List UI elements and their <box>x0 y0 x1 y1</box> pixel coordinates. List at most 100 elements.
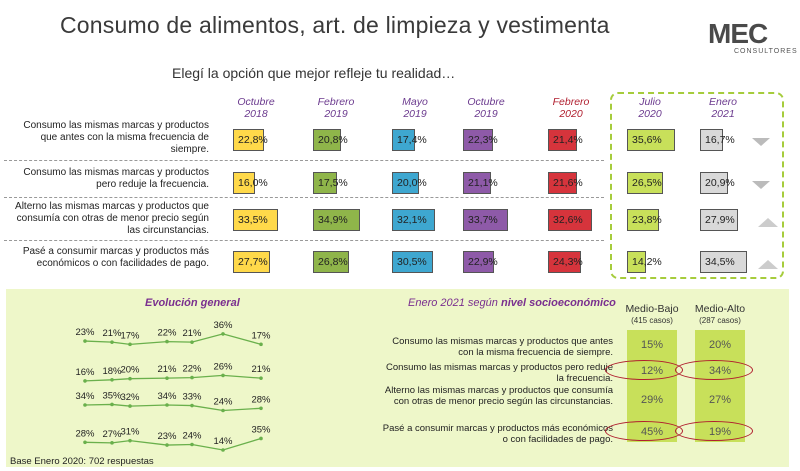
bar-value-label: 20,9% <box>705 177 735 189</box>
segment-value: 15% <box>640 339 664 351</box>
evolution-point-label: 21% <box>182 328 202 339</box>
evolution-point-label: 22% <box>182 364 202 375</box>
bar-mark <box>463 172 491 194</box>
evolution-point-label: 21% <box>157 364 177 375</box>
bar-mark <box>313 209 360 231</box>
segment-column-cases: (415 casos) <box>631 316 673 325</box>
segment-value: 29% <box>640 394 664 406</box>
evolution-point <box>83 379 87 383</box>
segment-title-bold: nivel socioeconómico <box>500 297 616 309</box>
evolution-point-label: 31% <box>120 427 140 438</box>
evolution-point-label: 28% <box>75 428 95 439</box>
evolution-point <box>165 403 169 407</box>
evolution-point-label: 34% <box>157 391 177 402</box>
evolution-point-label: 35% <box>251 424 271 435</box>
bar-mark <box>392 251 433 273</box>
bar-value-label: 33,7% <box>468 214 498 226</box>
evolution-point <box>165 443 169 447</box>
bar-value-label: 16,0% <box>238 177 268 189</box>
bar-value-label: 33,5% <box>238 214 268 226</box>
bar-value-label: 21,4% <box>553 134 583 146</box>
bar-mark <box>313 251 349 273</box>
evolution-point <box>259 436 263 441</box>
bar-value-label: 22,3% <box>468 134 498 146</box>
evolution-point-label: 22% <box>157 328 177 339</box>
recent-periods-highlight <box>610 92 784 279</box>
bar-mark <box>627 251 646 273</box>
highlight-oval <box>605 421 683 441</box>
evolution-point <box>190 403 194 408</box>
bar-mark <box>627 209 659 231</box>
bar-mark <box>548 209 592 231</box>
bar-mark <box>233 209 278 231</box>
evolution-point <box>221 332 225 336</box>
evolution-point <box>110 340 114 344</box>
evolution-point <box>128 438 132 443</box>
bar-mark <box>392 129 415 151</box>
bar-mark <box>313 129 341 151</box>
segment-row-label: Consumo las mismas marcas y productos pe… <box>385 362 613 384</box>
bar-value-label: 35,6% <box>632 134 662 146</box>
segment-column-name: Medio-Bajo <box>625 303 679 315</box>
bar-value-label: 17,4% <box>397 134 427 146</box>
evolution-point <box>259 342 263 347</box>
evolution-point-label: 17% <box>251 330 271 341</box>
column-header: Febrero 2020 <box>552 96 590 120</box>
bar-value-label: 27,9% <box>705 214 735 226</box>
company-logo: MEC CONSULTORES <box>708 18 797 58</box>
bar-mark <box>392 172 419 194</box>
bar-mark <box>700 172 728 194</box>
evolution-point-label: 24% <box>182 431 202 442</box>
evolution-point <box>110 378 114 382</box>
evolution-point-label: 32% <box>120 392 140 403</box>
evolution-point-label: 21% <box>102 328 122 339</box>
bar-mark <box>548 251 581 273</box>
evolution-point <box>190 442 194 447</box>
highlight-oval <box>675 421 753 441</box>
evolution-point <box>259 376 263 380</box>
evolution-point <box>165 376 169 380</box>
evolution-point-label: 33% <box>182 392 202 403</box>
evolution-point <box>83 440 87 445</box>
evolution-point-label: 24% <box>213 397 233 408</box>
bar-value-label: 23,8% <box>632 214 662 226</box>
row-label: Pasé a consumir marcas y productos más e… <box>22 246 209 269</box>
bar-mark <box>392 209 435 231</box>
trend-up-icon <box>758 218 778 227</box>
trend-up-icon <box>758 260 778 269</box>
evolution-point <box>83 403 87 407</box>
evolution-point <box>110 402 114 407</box>
bar-mark <box>233 172 255 194</box>
bar-value-label: 27,7% <box>238 256 268 268</box>
bar-mark <box>548 172 577 194</box>
column-header: Febrero 2019 <box>317 96 355 120</box>
bar-value-label: 20,0% <box>397 177 427 189</box>
bar-value-label: 21,1% <box>468 177 498 189</box>
bar-value-label: 34,9% <box>318 214 348 226</box>
bar-mark <box>627 172 663 194</box>
segment-row-label: Consumo las mismas marcas y productos qu… <box>392 336 613 358</box>
column-header: Mayo 2019 <box>402 96 428 120</box>
column-header: Enero 2021 <box>708 96 738 120</box>
bar-mark <box>700 209 738 231</box>
trend-down-icon <box>752 138 770 146</box>
trend-down-icon <box>752 181 770 189</box>
bar-value-label: 30,5% <box>397 256 427 268</box>
evolution-point-label: 36% <box>213 320 233 331</box>
row-separator <box>4 160 604 161</box>
segment-column-header: Medio-Alto (287 casos) <box>685 303 755 327</box>
column-header: Octubre 2018 <box>237 96 275 120</box>
evolution-point-label: 17% <box>120 330 140 341</box>
evolution-chart: 23% 21%17% 22% 21%36%17%16% 18%20% 21% 22% 26% 2… <box>75 320 271 452</box>
segment-column-cases: (287 casos) <box>699 316 741 325</box>
evolution-point <box>128 342 132 347</box>
evolution-point <box>190 340 194 344</box>
evolution-point-label: 28% <box>251 394 271 405</box>
bar-value-label: 14,2% <box>632 256 662 268</box>
bar-mark <box>548 129 577 151</box>
bar-value-label: 22,8% <box>238 134 268 146</box>
row-separator <box>4 197 604 198</box>
segment-row-label: Alterno las mismas marcas y productos qu… <box>384 385 613 407</box>
bar-value-label: 34,5% <box>705 256 735 268</box>
evolution-point <box>221 408 225 413</box>
